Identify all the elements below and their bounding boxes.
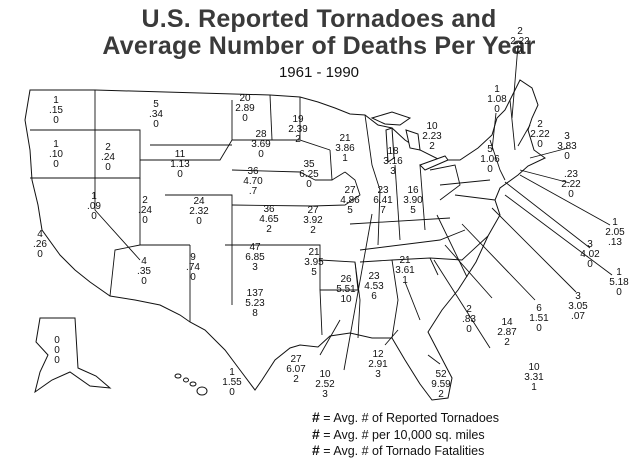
title-line-1: U.S. Reported Tornadoes and (141, 5, 497, 33)
state-label-arkansas: 21 3.95 5 (304, 247, 324, 278)
state-label-california: 4.26 0 (33, 229, 47, 260)
state-label-nebraska: 36 4.70.7 (243, 166, 263, 197)
us-outline (24, 79, 546, 401)
state-label-ohio: 16 3.90 5 (403, 185, 423, 216)
state-label-north-carolina: 14 2.87 2 (497, 317, 517, 348)
legend-text: = Avg. # per 10,000 sq. miles (323, 428, 485, 442)
state-label-nevada: 1.09 0 (87, 191, 101, 222)
legend-row-tornadoes: # = Avg. # of Reported Tornadoes (312, 409, 499, 425)
state-label-maryland: 3 3.05.07 (568, 291, 588, 322)
state-label-kansas: 36 4.65 2 (259, 204, 279, 235)
legend-row-per-area: # = Avg. # per 10,000 sq. miles (312, 426, 485, 442)
state-label-oklahoma: 47 6.85 3 (245, 242, 265, 273)
state-label-illinois: 27 4.86 5 (340, 185, 360, 216)
legend-symbol: # (312, 409, 320, 425)
state-label-rhode-island: .23 2.22 0 (561, 169, 581, 200)
hawaii (174, 373, 208, 396)
state-label-idaho: 2.24 0 (101, 142, 115, 173)
state-label-oregon: 1.10 0 (49, 139, 63, 170)
state-label-massachusetts: 3 3.83 0 (557, 131, 577, 162)
state-label-pennsylvania: 10 2.23 2 (422, 121, 442, 152)
state-label-georgia: 21 3.61 1 (395, 255, 415, 286)
legend-row-fatalities: # = Avg. # of Tornado Fatalities (312, 442, 484, 458)
state-label-washington: 1.15 0 (49, 95, 63, 126)
state-label-hawaii: 1 1.55 0 (222, 367, 242, 398)
legend-text: = Avg. # of Reported Tornadoes (323, 411, 499, 425)
legend-symbol: # (312, 426, 320, 442)
state-label-north-dakota: 20 2.89 0 (235, 93, 255, 124)
state-label-minnesota: 19 2.39 2 (288, 114, 308, 145)
leader-lines (319, 44, 613, 371)
state-label-wisconsin: 21 3.86 1 (335, 133, 355, 164)
state-label-mississippi: 26 5.51 10 (336, 274, 356, 305)
state-label-michigan: 18 3.16 3 (383, 146, 403, 177)
state-label-mississippi-coast: 10 2.52 3 (315, 369, 335, 400)
state-label-louisiana: 27 6.07 2 (286, 354, 306, 385)
state-label-delaware: 1 5.18 0 (609, 267, 629, 298)
state-label-alabama-south: 12 2.91 3 (368, 349, 388, 380)
state-label-montana: 5.34 0 (149, 99, 163, 130)
state-label-west-virginia: 2.83 0 (462, 304, 476, 335)
legend-symbol: # (312, 442, 320, 458)
state-label-new-jersey: 3 4.02 0 (580, 239, 600, 270)
state-label-connecticut: 1 2.05.13 (605, 217, 625, 248)
state-label-new-york: 5 1.06 0 (480, 144, 500, 175)
state-label-maine: 2 2.22 0 (530, 119, 550, 150)
state-label-indiana: 23 6.41 7 (373, 185, 393, 216)
state-label-alabama: 23 4.53 6 (364, 271, 384, 302)
lake-michigan (385, 127, 395, 163)
state-label-utah: 2.24 0 (138, 195, 152, 226)
legend-text: = Avg. # of Tornado Fatalities (323, 444, 485, 458)
state-label-new-hampshire: 2 2.22 0 (510, 26, 530, 57)
lake-superior (370, 111, 412, 126)
lake-huron (405, 129, 421, 151)
state-label-south-dakota: 28 3.69 0 (251, 129, 271, 160)
alaska (34, 317, 112, 394)
state-label-arizona: 4.35 0 (137, 256, 151, 287)
state-label-vermont: 1 1.08 0 (487, 84, 507, 115)
state-label-new-mexico: 9.74 0 (186, 252, 200, 283)
lake-erie (419, 155, 449, 171)
state-label-iowa: 35 6.25 0 (299, 159, 319, 190)
state-label-missouri: 27 3.92 2 (303, 205, 323, 236)
state-label-colorado: 24 2.32 0 (189, 196, 209, 227)
state-label-wyoming: 11 1.13 0 (170, 149, 190, 180)
state-label-south-carolina: 10 3.31 1 (524, 362, 544, 393)
state-label-virginia: 6 1.51 0 (529, 303, 549, 334)
state-label-florida: 52 9.59 2 (431, 369, 451, 400)
subtitle: 1961 - 1990 (278, 64, 360, 81)
state-label-texas: 137 5.23 8 (245, 288, 265, 319)
title-line-2: Average Number of Deaths Per Year (102, 32, 536, 60)
state-boundaries (30, 90, 516, 339)
